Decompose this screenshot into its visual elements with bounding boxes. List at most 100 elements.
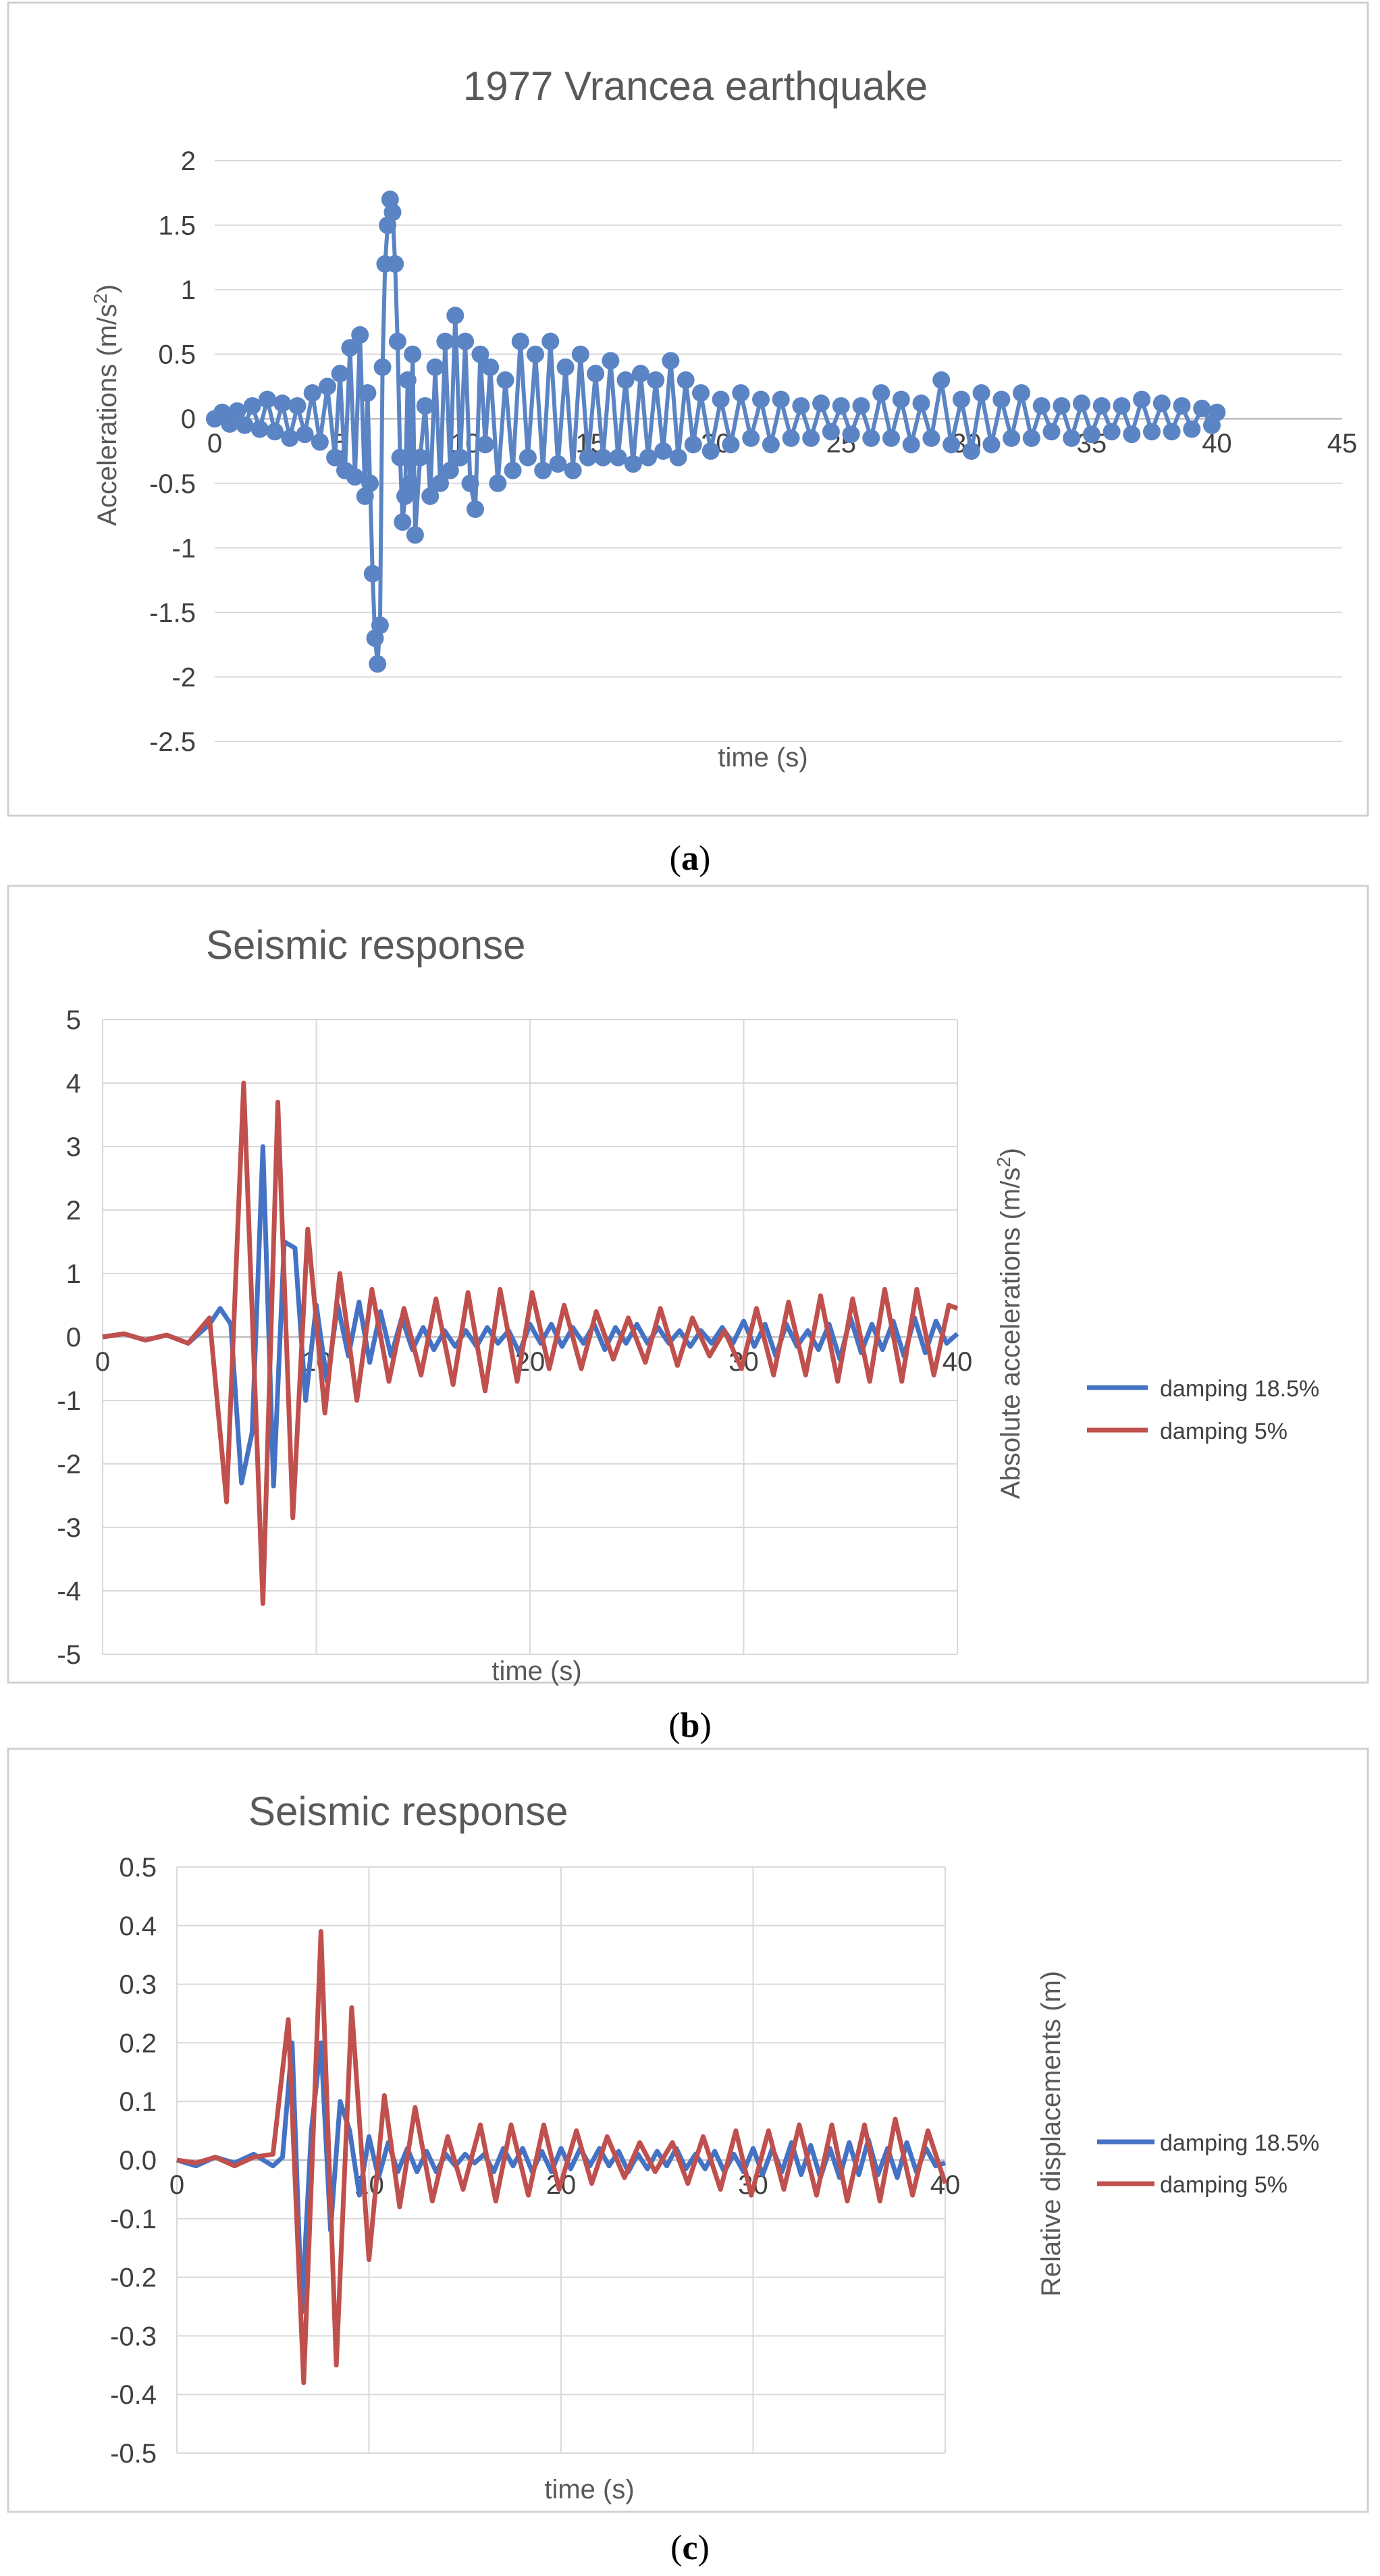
chart-a-data-point [594,448,612,467]
chart-a-data-point [1183,420,1201,438]
chart-a-data-point [639,448,657,467]
chart-a-data-point [386,255,404,273]
chart-a-data-point [394,513,412,531]
chart-c-legend-label-1: damping 18.5% [1160,2130,1319,2156]
chart-a-data-point [556,358,575,376]
chart-a-data-point [832,397,850,415]
chart-a-data-point [496,371,514,389]
chart-c-y-tick-label: 0.3 [119,1970,157,2000]
chart-a-data-point [912,394,930,413]
chart-a-data-point [752,390,770,409]
chart-a-data-point [243,397,261,415]
chart-b-border [7,885,1369,1684]
chart-a-data-point [602,352,620,370]
chart-a: 1977 Vrancea earthquake 2 1.5 1 0.5 0 -0.5 -1 -… [7,1,1369,817]
chart-b-y-tick-label: 5 [66,1005,81,1035]
chart-a-data-point [1208,403,1226,421]
chart-a-data-point [1022,429,1040,447]
chart-b-y-axis-label: Absolute accelerations (m/s2) [993,1148,1026,1499]
chart-a-data-point [972,384,990,402]
chart-c-y-tick-label: -0.5 [110,2439,157,2469]
chart-a-data-point [319,377,336,396]
chart-a-data-point [1152,394,1171,413]
chart-a-data-point [1073,394,1090,413]
chart-b-legend: damping 18.5% damping 5% [1087,1376,1319,1444]
chart-b-y-tick-label: 2 [66,1196,81,1226]
chart-a-data-point [228,402,246,420]
chart-a-data-point [782,429,800,447]
chart-b-y-tick-label: -4 [57,1577,81,1606]
chart-a-data-point [1103,423,1121,441]
chart-a-data-point [762,436,780,454]
chart-c-y-tick-label: -0.3 [110,2321,157,2351]
chart-b-y-tick-label: 1 [66,1259,81,1289]
chart-a-data-point [416,397,434,415]
chart-a-data-point [1143,423,1161,441]
chart-a-data-point [701,442,720,460]
chart-a-data-point [426,358,444,376]
chart-b-x-tick-labels: 0 10 20 30 40 [95,1347,972,1377]
chart-a-x-tick-label: 0 [207,429,222,458]
chart-a-y-tick-label: 2 [181,147,196,176]
caption-c: (c) [670,2529,710,2567]
chart-a-data-point [802,429,820,447]
chart-a-data-point [1123,425,1141,444]
chart-a-data-point [1163,423,1181,441]
chart-a-data-point [852,397,870,415]
chart-a-data-point [549,455,567,473]
chart-c-y-tick-label: -0.4 [110,2380,157,2410]
chart-a-x-tick-label: 45 [1327,429,1358,458]
chart-c-y-tick-label: 0.0 [119,2146,157,2176]
chart-a-data-point [431,474,449,492]
chart-a-y-tick-label: 1 [181,275,196,305]
chart-a-data-point [236,416,254,434]
caption-a: (a) [670,839,711,878]
chart-a-data-point [519,448,537,467]
chart-a-y-tick-label: -1 [171,533,196,563]
chart-a-data-point [647,371,665,389]
chart-c-x-tick-label: 0 [169,2170,184,2200]
chart-a-data-point [476,436,494,454]
chart-a-data-point [624,455,642,473]
chart-a-title: 1977 Vrancea earthquake [463,63,928,109]
chart-a-data-point [461,474,479,492]
chart-a-data-point [363,564,381,583]
chart-a-data-point [609,448,627,467]
chart-a-data-point [943,436,961,454]
chart-a-data-point [587,365,605,383]
chart-a-data-point [383,203,402,221]
chart-a-data-point [326,448,344,467]
chart-a-data-point [273,394,292,413]
chart-a-data-point [361,474,379,492]
chart-c-title: Seismic response [248,1789,568,1834]
chart-a-data-point [481,358,500,376]
chart-a-data-point [1133,390,1151,409]
chart-b-title: Seismic response [206,922,526,968]
chart-b-y-tick-labels: 5 4 3 2 1 0 -1 -2 -3 -4 -5 [57,1005,81,1670]
chart-a-data-point [446,307,465,325]
chart-a-data-point [527,345,544,363]
chart-a-data-point [732,384,750,402]
chart-a-data-point [401,474,419,492]
chart-a-data-point [1063,429,1081,447]
chart-c-y-axis-label: Relative displacements (m) [1036,1971,1066,2296]
chart-a-data-point [616,371,635,389]
chart-a-y-tick-label: -2.5 [149,727,196,757]
chart-a-data-point [489,474,507,492]
chart-a-y-tick-label: -2 [171,662,196,692]
chart-c: Seismic response 0.5 0.4 0.3 0.2 0.1 0.0 -0.1 -… [7,1747,1369,2513]
chart-a-data-point [288,397,307,415]
chart-a-data-point [1003,429,1021,447]
chart-a-data-point [1092,397,1111,415]
chart-a-data-point [391,448,409,467]
chart-a-data-point [1173,397,1191,415]
chart-a-data-point [331,365,349,383]
chart-c-y-tick-label: -0.2 [110,2263,157,2293]
chart-b-y-tick-label: -5 [57,1640,81,1670]
chart-c-y-tick-labels: 0.5 0.4 0.3 0.2 0.1 0.0 -0.1 -0.2 -0.3 -0.4 -0.5 [110,1853,157,2469]
chart-a-data-point [862,429,880,447]
chart-a-data-point [892,390,910,409]
chart-a-data-point [631,365,649,383]
